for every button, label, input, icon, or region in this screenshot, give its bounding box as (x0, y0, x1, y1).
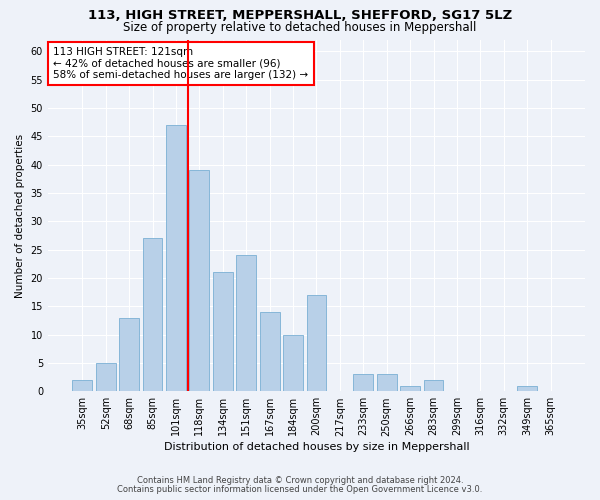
Bar (517, 386, 537, 392)
Bar (119, 318, 139, 392)
Bar (73, 380, 92, 392)
Text: Size of property relative to detached houses in Meppershall: Size of property relative to detached ho… (124, 21, 476, 34)
Bar (260, 312, 280, 392)
Bar (143, 238, 163, 392)
Text: 113, HIGH STREET, MEPPERSHALL, SHEFFORD, SG17 5LZ: 113, HIGH STREET, MEPPERSHALL, SHEFFORD,… (88, 9, 512, 22)
Text: 113 HIGH STREET: 121sqm
← 42% of detached houses are smaller (96)
58% of semi-de: 113 HIGH STREET: 121sqm ← 42% of detache… (53, 47, 308, 80)
Text: Contains public sector information licensed under the Open Government Licence v3: Contains public sector information licen… (118, 485, 482, 494)
Bar (307, 295, 326, 392)
Y-axis label: Number of detached properties: Number of detached properties (15, 134, 25, 298)
Text: Contains HM Land Registry data © Crown copyright and database right 2024.: Contains HM Land Registry data © Crown c… (137, 476, 463, 485)
Bar (236, 256, 256, 392)
Bar (96, 363, 116, 392)
Bar (283, 334, 303, 392)
Bar (424, 380, 443, 392)
Bar (353, 374, 373, 392)
Bar (213, 272, 233, 392)
Bar (190, 170, 209, 392)
Bar (377, 374, 397, 392)
X-axis label: Distribution of detached houses by size in Meppershall: Distribution of detached houses by size … (164, 442, 469, 452)
Bar (400, 386, 420, 392)
Bar (166, 125, 186, 392)
